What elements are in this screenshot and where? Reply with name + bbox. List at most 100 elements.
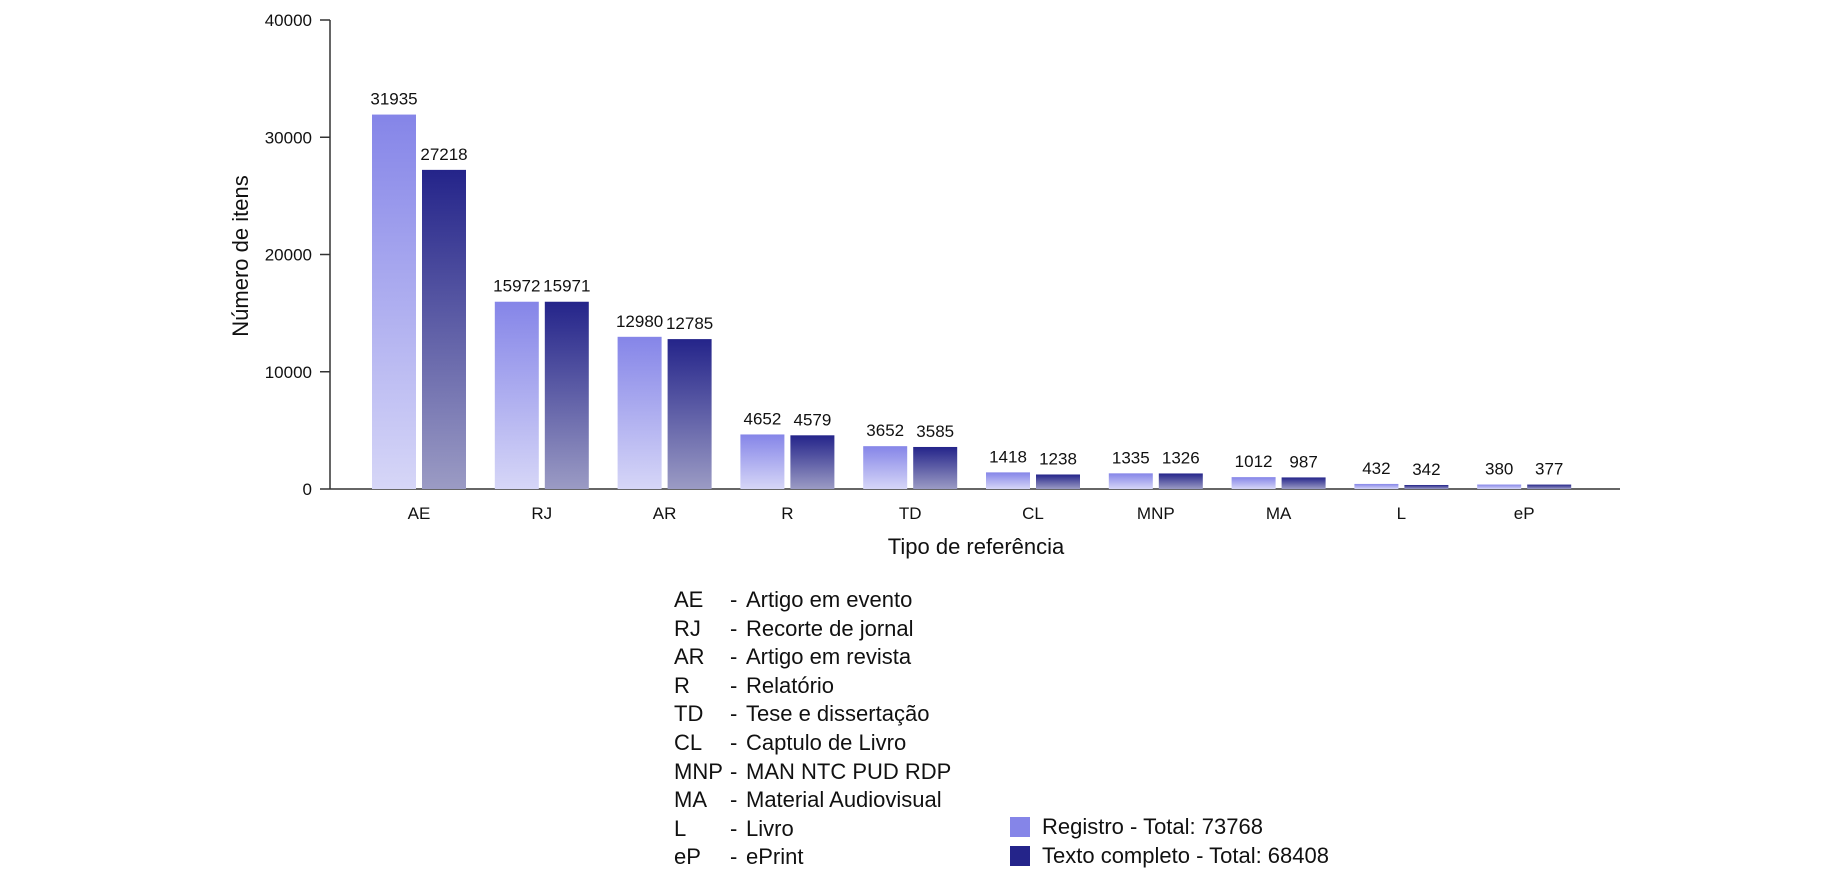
abbreviation-separator: -	[730, 701, 738, 727]
x-tick-label: TD	[899, 504, 922, 523]
abbreviation-row: eP - ePrint	[674, 843, 951, 872]
bar-R-series-1	[790, 435, 835, 489]
bar-value-label: 12980	[616, 312, 663, 331]
bar-MNP-series-1	[1158, 473, 1203, 489]
bar-MA-series-0	[1231, 477, 1276, 489]
legend-swatch-texto-completo	[1010, 845, 1030, 866]
abbreviation-separator: -	[730, 729, 738, 755]
bar-AR-series-1	[667, 339, 712, 489]
x-tick-label: MA	[1266, 504, 1292, 523]
abbreviation-code: CL	[674, 729, 703, 755]
bar-value-labels: 31935 27218 15972 15971 12980 12785 4652 4579 36…	[370, 90, 1563, 479]
bar-value-label: 15972	[493, 277, 540, 296]
bar-value-label: 3585	[916, 422, 954, 441]
abbreviation-code: R	[674, 672, 690, 698]
bar-value-label: 377	[1535, 460, 1563, 479]
bar-AE-series-0	[372, 114, 416, 489]
bar-value-label: 27218	[420, 145, 467, 164]
bar-L-series-0	[1354, 483, 1399, 489]
series-legend: Registro - Total: 73768 Texto completo -…	[1010, 813, 1329, 870]
bars	[372, 114, 1572, 489]
abbreviation-row: CL - Captulo de Livro	[674, 729, 951, 758]
y-tick-label: 40000	[265, 11, 312, 30]
abbreviation-label: Artigo em evento	[746, 587, 913, 612]
legend-label-texto-completo: Texto completo - Total: 68408	[1042, 842, 1329, 868]
bar-AE-series-1	[422, 169, 466, 489]
bar-R-series-0	[740, 434, 785, 489]
bar-AR-series-0	[617, 336, 662, 489]
abbreviation-row: AR - Artigo em revista	[674, 643, 951, 672]
abbreviation-row: L - Livro	[674, 815, 951, 844]
bar-value-label: 4579	[793, 410, 831, 429]
bar-value-label: 1335	[1112, 448, 1150, 467]
bar-value-label: 380	[1485, 460, 1513, 479]
abbreviation-separator: -	[730, 587, 738, 612]
abbreviation-row: R - Relatório	[674, 672, 951, 701]
y-tick-label: 10000	[265, 363, 312, 382]
bar-value-label: 3652	[866, 421, 904, 440]
bar-value-label: 1238	[1039, 449, 1077, 468]
y-ticks: 0 10000 20000 30000 40000	[265, 11, 330, 499]
abbreviation-separator: -	[730, 787, 738, 813]
abbreviation-separator: -	[730, 644, 738, 670]
bar-value-label: 987	[1289, 452, 1317, 471]
x-tick-label: L	[1397, 504, 1406, 523]
abbreviation-label: Recorte de jornal	[746, 615, 914, 641]
abbreviation-row: MA - Material Audiovisual	[674, 786, 951, 815]
abbreviation-label: Relatório	[746, 672, 835, 698]
abbreviation-separator: -	[730, 615, 738, 641]
abbreviation-separator: -	[730, 672, 738, 698]
bar-MA-series-1	[1281, 477, 1326, 489]
bar-CL-series-0	[986, 472, 1030, 489]
y-axis-title: Número de itens	[228, 175, 253, 336]
y-tick-label: 20000	[265, 246, 312, 265]
bar-value-label: 1012	[1235, 452, 1273, 471]
bar-value-label: 4652	[743, 409, 781, 428]
abbreviation-label: Artigo em revista	[746, 644, 912, 670]
x-tick-label: MNP	[1137, 504, 1175, 523]
bar-eP-series-1	[1527, 484, 1572, 489]
abbreviation-row: AE - Artigo em evento	[674, 586, 951, 615]
abbreviation-code: RJ	[674, 615, 701, 641]
bar-value-label: 432	[1362, 459, 1390, 478]
bar-CL-series-1	[1036, 474, 1080, 489]
bar-TD-series-0	[863, 446, 908, 489]
abbreviation-separator: -	[730, 844, 738, 870]
abbreviation-code: TD	[674, 701, 704, 727]
bar-value-label: 31935	[370, 90, 417, 109]
abbreviation-row: RJ - Recorte de jornal	[674, 615, 951, 644]
bar-value-label: 1326	[1162, 448, 1200, 467]
abbreviation-code: MA	[674, 787, 707, 813]
abbreviation-label: ePrint	[746, 844, 804, 870]
legend-item-registro: Registro - Total: 73768	[1010, 813, 1329, 842]
y-tick-label: 30000	[265, 128, 312, 147]
abbreviation-label: Captulo de Livro	[746, 729, 907, 755]
x-tick-label: AE	[408, 504, 431, 523]
abbreviation-separator: -	[730, 758, 738, 784]
abbreviation-code: L	[674, 815, 687, 841]
abbreviation-code: AR	[674, 644, 705, 670]
abbreviation-row: MNP - MAN NTC PUD RDP	[674, 758, 951, 787]
abbreviation-label: Material Audiovisual	[746, 787, 942, 813]
abbreviation-legend: AE - Artigo em evento RJ - Recorte de jornal A…	[674, 586, 951, 872]
abbreviation-label: Tese e dissertação	[746, 701, 930, 727]
bar-MNP-series-0	[1108, 473, 1153, 489]
legend-label-registro: Registro - Total: 73768	[1042, 814, 1263, 839]
legend-item-texto-completo: Texto completo - Total: 68408	[1010, 842, 1329, 871]
x-tick-label: RJ	[531, 504, 552, 523]
x-tick-label: AR	[653, 504, 677, 523]
abbreviation-separator: -	[730, 815, 738, 841]
x-tick-label: CL	[1022, 504, 1044, 523]
bar-TD-series-1	[913, 446, 958, 489]
abbreviation-code: MNP	[674, 758, 723, 784]
abbreviation-label: Livro	[746, 815, 794, 841]
x-tick-label: R	[781, 504, 793, 523]
bar-RJ-series-1	[544, 301, 589, 489]
abbreviation-row: TD - Tese e dissertação	[674, 700, 951, 729]
bar-value-label: 342	[1412, 460, 1440, 479]
abbreviation-code: eP	[674, 844, 701, 870]
x-tick-label: eP	[1514, 504, 1535, 523]
abbreviation-code: AE	[674, 587, 704, 612]
